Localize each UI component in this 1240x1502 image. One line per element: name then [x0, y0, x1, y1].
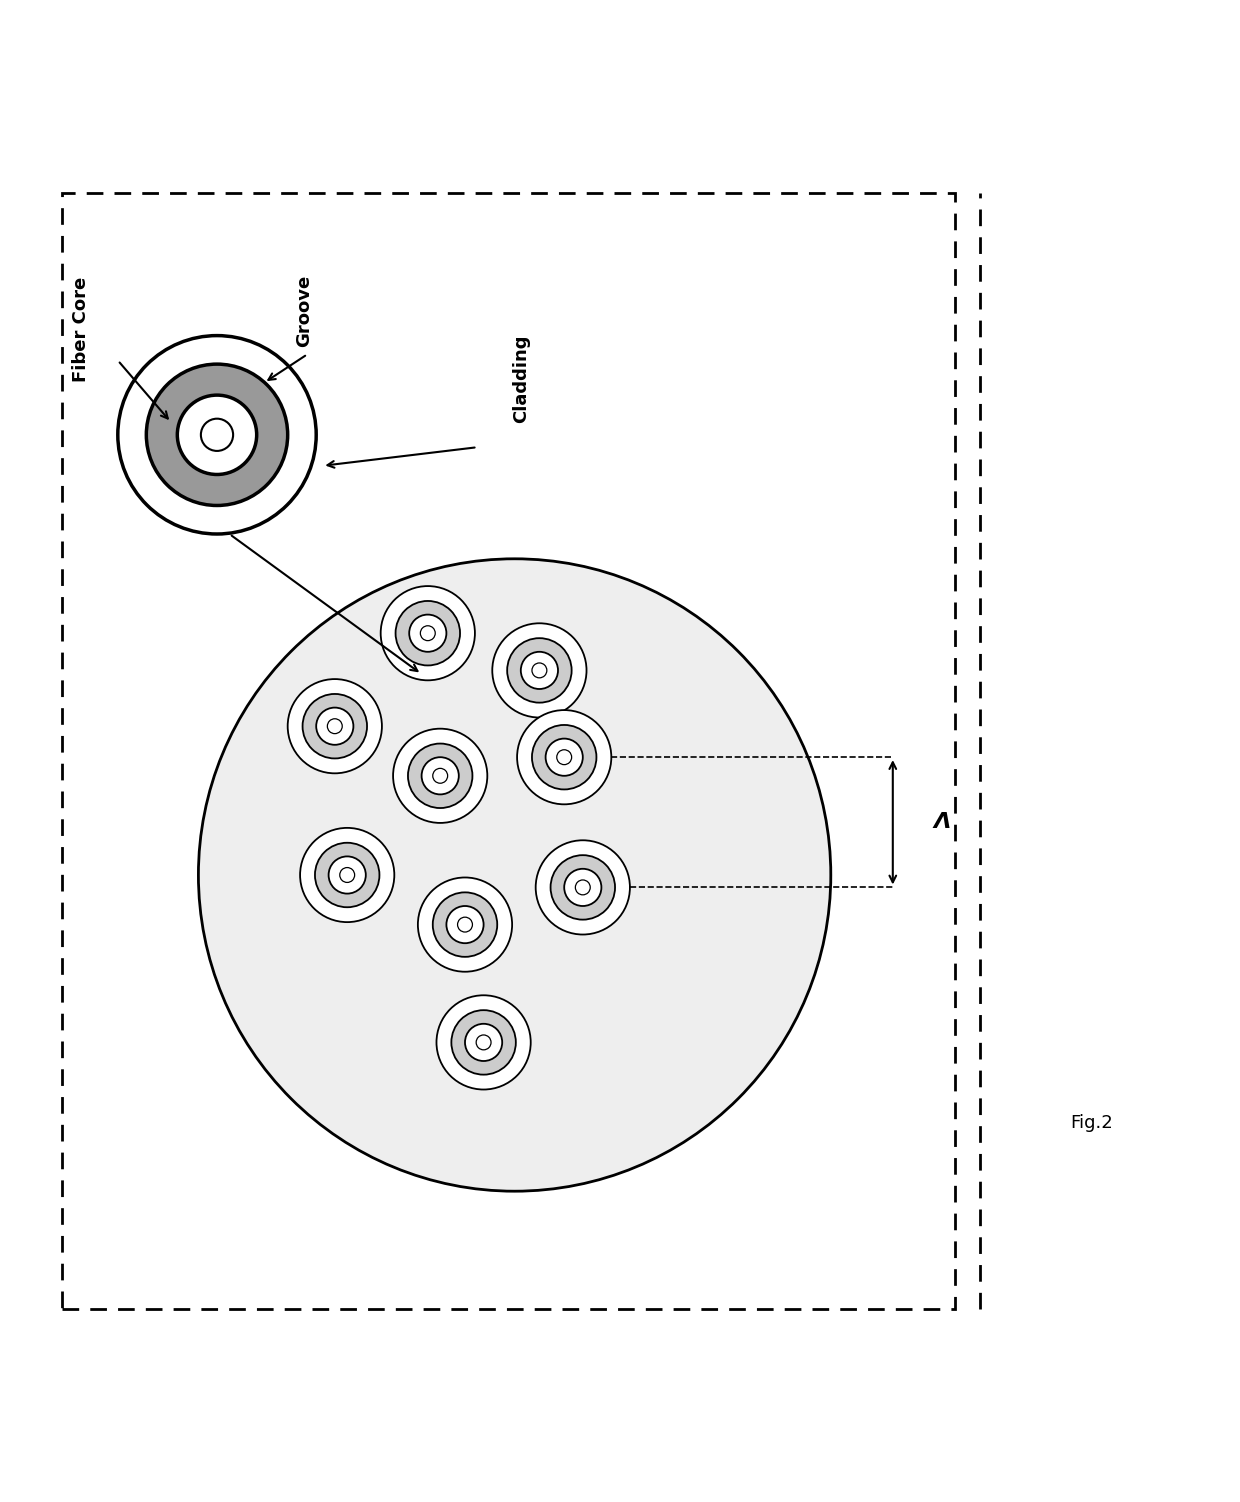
Circle shape [532, 662, 547, 677]
Circle shape [288, 679, 382, 774]
Circle shape [458, 918, 472, 933]
Circle shape [465, 1024, 502, 1060]
Circle shape [409, 614, 446, 652]
Circle shape [532, 725, 596, 790]
Circle shape [517, 710, 611, 804]
Circle shape [422, 757, 459, 795]
Circle shape [177, 395, 257, 475]
Circle shape [396, 601, 460, 665]
Circle shape [433, 892, 497, 957]
Circle shape [327, 719, 342, 733]
Circle shape [507, 638, 572, 703]
Text: Λ: Λ [934, 811, 951, 832]
Circle shape [201, 419, 233, 451]
Circle shape [300, 828, 394, 922]
Circle shape [393, 728, 487, 823]
Circle shape [146, 363, 288, 506]
Circle shape [408, 743, 472, 808]
Circle shape [420, 626, 435, 641]
Circle shape [198, 559, 831, 1191]
Text: Cladding: Cladding [512, 335, 529, 424]
Circle shape [340, 868, 355, 883]
Circle shape [418, 877, 512, 972]
Circle shape [557, 749, 572, 765]
Circle shape [451, 1011, 516, 1074]
Circle shape [329, 856, 366, 894]
Circle shape [315, 843, 379, 907]
Circle shape [521, 652, 558, 689]
Circle shape [575, 880, 590, 895]
Circle shape [436, 996, 531, 1089]
Text: Fiber Core: Fiber Core [72, 276, 89, 382]
Circle shape [551, 855, 615, 919]
Circle shape [381, 586, 475, 680]
Text: Groove: Groove [295, 275, 312, 347]
Circle shape [564, 868, 601, 906]
Bar [62, 192, 955, 1310]
Circle shape [433, 769, 448, 783]
Circle shape [476, 1035, 491, 1050]
Circle shape [536, 840, 630, 934]
Circle shape [546, 739, 583, 777]
Text: Fig.2: Fig.2 [1070, 1114, 1112, 1133]
Circle shape [492, 623, 587, 718]
Circle shape [316, 707, 353, 745]
Circle shape [118, 335, 316, 535]
Circle shape [446, 906, 484, 943]
Circle shape [303, 694, 367, 759]
